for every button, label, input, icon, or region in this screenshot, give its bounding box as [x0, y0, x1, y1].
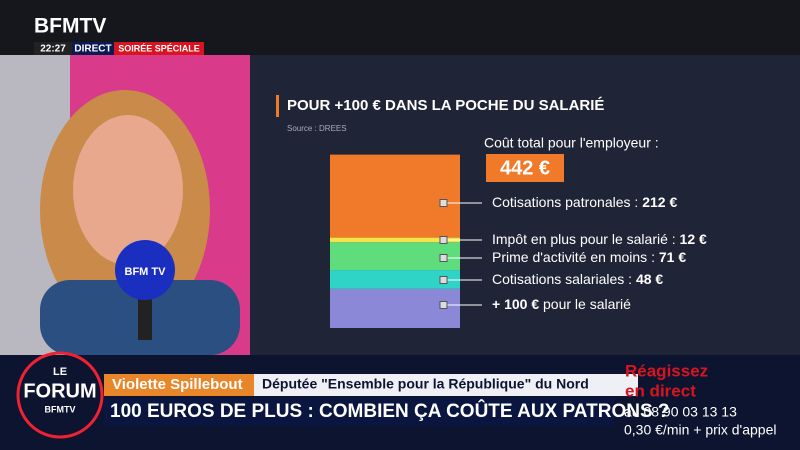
value-label: 12 €: [680, 231, 707, 247]
phone: au 08 90 03 13 13: [624, 404, 737, 420]
live: DIRECT: [74, 44, 111, 55]
value-label: 48 €: [636, 271, 663, 287]
series-name: Cotisations salariales :: [492, 271, 632, 287]
guest-name: Violette Spillebout: [112, 376, 243, 393]
total-box: [486, 154, 564, 182]
cta-2: en direct: [625, 381, 696, 400]
leader-marker: [439, 301, 448, 309]
time: 22:27: [40, 44, 66, 55]
cta-1: Réagissez: [625, 361, 708, 380]
series-label: Prime d'activité en moins : 71 €: [492, 249, 686, 265]
value-label: + 100 €: [492, 296, 539, 312]
bar-segment: [330, 237, 460, 243]
series-label: Cotisations salariales : 48 €: [492, 271, 663, 287]
series-name: Prime d'activité en moins :: [492, 249, 655, 265]
title-accent: [276, 95, 279, 117]
series-name: Impôt en plus pour le salarié :: [492, 231, 676, 247]
show-logo-2: FORUM: [23, 380, 96, 402]
show-logo-3: BFMTV: [45, 404, 76, 414]
leader-marker: [439, 199, 448, 207]
leader-marker: [439, 254, 448, 262]
face: [73, 115, 183, 265]
chart-title: POUR +100 € DANS LA POCHE DU SALARIÉ: [287, 97, 604, 114]
value-label: 212 €: [642, 194, 677, 210]
name-box: [104, 374, 254, 396]
series-name: pour le salarié: [543, 296, 631, 312]
mic-logo: BFM TV: [125, 266, 167, 278]
leader-marker: [439, 236, 448, 244]
value-label: 71 €: [659, 249, 686, 265]
total-caption: Coût total pour l'employeur :: [484, 135, 659, 151]
show-logo-ring: [16, 351, 104, 439]
price: 0,30 €/min + prix d'appel: [624, 422, 777, 438]
total-label: 442 €: [500, 157, 550, 179]
series-label: Cotisations patronales : 212 €: [492, 194, 677, 210]
series-label: + 100 € pour le salarié: [492, 296, 631, 312]
bar-segment: [330, 288, 460, 328]
live-box: [72, 42, 114, 55]
program-box: [114, 42, 204, 55]
bar-segment: [330, 154, 460, 238]
guest-role: Députée "Ensemble pour la République" du…: [262, 376, 589, 392]
time-box: [34, 42, 72, 55]
bar-segment: [330, 270, 460, 289]
show-logo-1: LE: [53, 366, 67, 378]
channel-logo: BFMTV: [34, 15, 106, 38]
headline: 100 EUROS DE PLUS : COMBIEN ÇA COÛTE AUX…: [110, 400, 670, 422]
bar-segment: [330, 242, 460, 271]
series-name: Cotisations patronales :: [492, 194, 638, 210]
leader-marker: [439, 276, 448, 284]
role-box: [254, 374, 638, 396]
stacked-bar-chart: Cotisations patronales : 212 € Impôt en p…: [330, 154, 707, 328]
microphone: [115, 240, 175, 300]
headline-box: [104, 398, 614, 426]
source: Source : DREES: [287, 124, 347, 133]
program: SOIRÉE SPÉCIALE: [118, 43, 200, 53]
series-label: Impôt en plus pour le salarié : 12 €: [492, 231, 707, 247]
